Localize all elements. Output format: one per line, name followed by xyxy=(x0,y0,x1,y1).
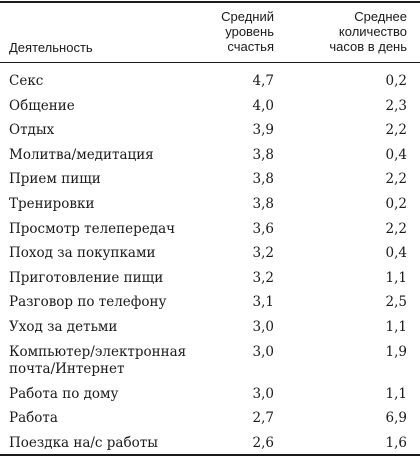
cell-happiness: 3,2 xyxy=(252,245,274,262)
cell-happiness: 3,0 xyxy=(252,385,274,402)
cell-hours: 1,1 xyxy=(385,269,407,286)
header-happiness: Средний уровень счастья xyxy=(221,9,274,54)
cell-activity: Приготовление пищи xyxy=(9,269,164,286)
cell-happiness: 3,8 xyxy=(252,146,274,163)
cell-activity: Работа по дому xyxy=(9,385,119,402)
cell-happiness: 2,6 xyxy=(252,434,274,451)
table-row: Просмотр телепередач 3,6 2,2 xyxy=(0,218,420,243)
cell-happiness: 4,0 xyxy=(252,97,274,114)
cell-activity: Молитва/медитация xyxy=(9,146,154,163)
cell-hours: 2,3 xyxy=(385,97,407,114)
cell-activity: Компьютер/электронная почта/Интернет xyxy=(9,343,187,377)
table-row: Приготовление пищи 3,2 1,1 xyxy=(0,267,420,292)
cell-hours: 6,9 xyxy=(385,410,407,427)
cell-happiness: 2,7 xyxy=(252,410,274,427)
cell-activity: Разговор по телефону xyxy=(9,294,167,311)
cell-hours: 0,2 xyxy=(385,73,407,89)
cell-activity: Секс xyxy=(9,73,44,89)
cell-hours: 0,4 xyxy=(385,146,407,163)
cell-activity: Уход за детьми xyxy=(9,318,118,335)
cell-hours: 1,1 xyxy=(385,318,407,335)
cell-activity: Тренировки xyxy=(9,195,95,212)
table-row: Прием пищи 3,8 2,2 xyxy=(0,168,420,193)
cell-activity: Отдых xyxy=(9,122,55,139)
cell-hours: 2,5 xyxy=(385,294,407,311)
table-row: Общение 4,0 2,3 xyxy=(0,95,420,120)
cell-hours: 0,4 xyxy=(385,245,407,262)
cell-happiness: 3,6 xyxy=(252,220,274,237)
table-top-rule xyxy=(0,1,420,3)
cell-activity: Общение xyxy=(9,97,75,114)
table-bottom-rule xyxy=(0,454,420,456)
cell-happiness: 3,8 xyxy=(252,171,274,188)
cell-hours: 1,1 xyxy=(385,385,407,402)
cell-happiness: 4,7 xyxy=(252,73,274,89)
cell-happiness: 3,9 xyxy=(252,122,274,139)
cell-happiness: 3,8 xyxy=(252,195,274,212)
cell-activity: Прием пищи xyxy=(9,171,101,188)
header-hours: Среднее количество часов в день xyxy=(329,9,407,54)
header-activity: Деятельность xyxy=(9,40,93,55)
table-row: Работа по дому 3,0 1,1 xyxy=(0,383,420,408)
table-row: Тренировки 3,8 0,2 xyxy=(0,193,420,218)
cell-activity: Поход за покупками xyxy=(9,245,156,262)
table-row: Поход за покупками 3,2 0,4 xyxy=(0,242,420,267)
cell-happiness: 3,0 xyxy=(252,343,274,360)
cell-hours: 2,2 xyxy=(385,122,407,139)
cell-hours: 2,2 xyxy=(385,220,407,237)
cell-hours: 1,6 xyxy=(385,434,407,451)
cell-activity: Работа xyxy=(9,410,58,427)
table-header-rule xyxy=(0,62,420,63)
table-row: Поездка на/с работы 2,6 1,6 xyxy=(0,432,420,457)
cell-happiness: 3,0 xyxy=(252,318,274,335)
table-row: Секс 4,7 0,2 xyxy=(0,70,420,95)
cell-activity: Поездка на/с работы xyxy=(9,434,158,451)
cell-hours: 1,9 xyxy=(385,343,407,360)
cell-hours: 2,2 xyxy=(385,171,407,188)
cell-happiness: 3,1 xyxy=(252,294,274,311)
cell-activity: Просмотр телепередач xyxy=(9,220,176,237)
table-row: Компьютер/электронная почта/Интернет 3,0 1… xyxy=(0,341,420,383)
table-body: Секс 4,7 0,2 Общение 4,0 2,3 Отдых 3,9 2,2 Молитв… xyxy=(0,70,420,456)
table-header: Деятельность Средний уровень счастья Сре… xyxy=(0,0,420,62)
cell-hours: 0,2 xyxy=(385,195,407,212)
table-row: Разговор по телефону 3,1 2,5 xyxy=(0,291,420,316)
table-row: Молитва/медитация 3,8 0,4 xyxy=(0,144,420,169)
table-row: Работа 2,7 6,9 xyxy=(0,407,420,432)
table-row: Уход за детьми 3,0 1,1 xyxy=(0,316,420,341)
table-row: Отдых 3,9 2,2 xyxy=(0,119,420,144)
cell-happiness: 3,2 xyxy=(252,269,274,286)
